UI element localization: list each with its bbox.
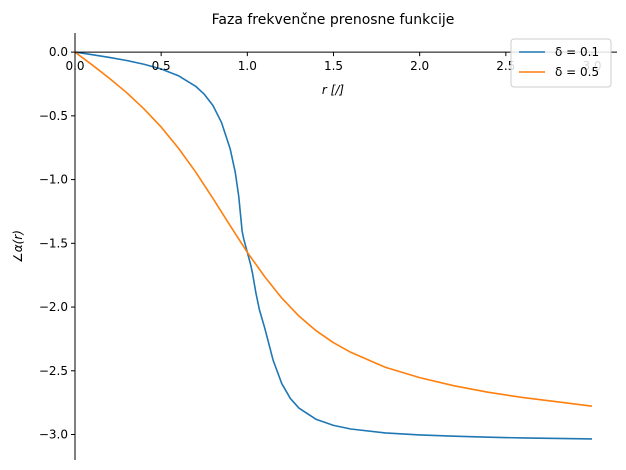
legend-box xyxy=(510,38,612,88)
legend-label-2: δ = 0.5 xyxy=(555,65,599,79)
y-axis-label: ∠α(r) xyxy=(11,230,25,263)
x-tick-label: 0.0 xyxy=(65,59,84,73)
y-tick-label: 0.0 xyxy=(49,45,68,59)
y-tick-label: −3.0 xyxy=(39,428,68,442)
y-tick-label: −0.5 xyxy=(39,109,68,123)
y-tick-label: −2.0 xyxy=(39,300,68,314)
series-group xyxy=(74,51,593,440)
x-axis-label: r [/] xyxy=(322,83,344,97)
x-tick-label: 0.5 xyxy=(152,59,171,73)
series-line-1 xyxy=(74,51,593,440)
y-ticks: 0.0 −0.5 −1.0 −1.5 −2.0 −2.5 −3.0 xyxy=(39,45,75,442)
x-tick-label: 1.5 xyxy=(324,59,343,73)
legend-label-1: δ = 0.1 xyxy=(555,45,599,59)
y-tick-label: −2.5 xyxy=(39,364,68,378)
series-line-2 xyxy=(74,51,593,407)
y-tick-label: −1.0 xyxy=(39,173,68,187)
legend: δ = 0.1 δ = 0.5 xyxy=(510,38,612,88)
x-tick-label: 1.0 xyxy=(238,59,257,73)
y-tick-label: −1.5 xyxy=(39,236,68,250)
chart-title: Faza frekvenčne prenosne funkcije xyxy=(212,12,455,28)
x-tick-label: 2.0 xyxy=(410,59,429,73)
